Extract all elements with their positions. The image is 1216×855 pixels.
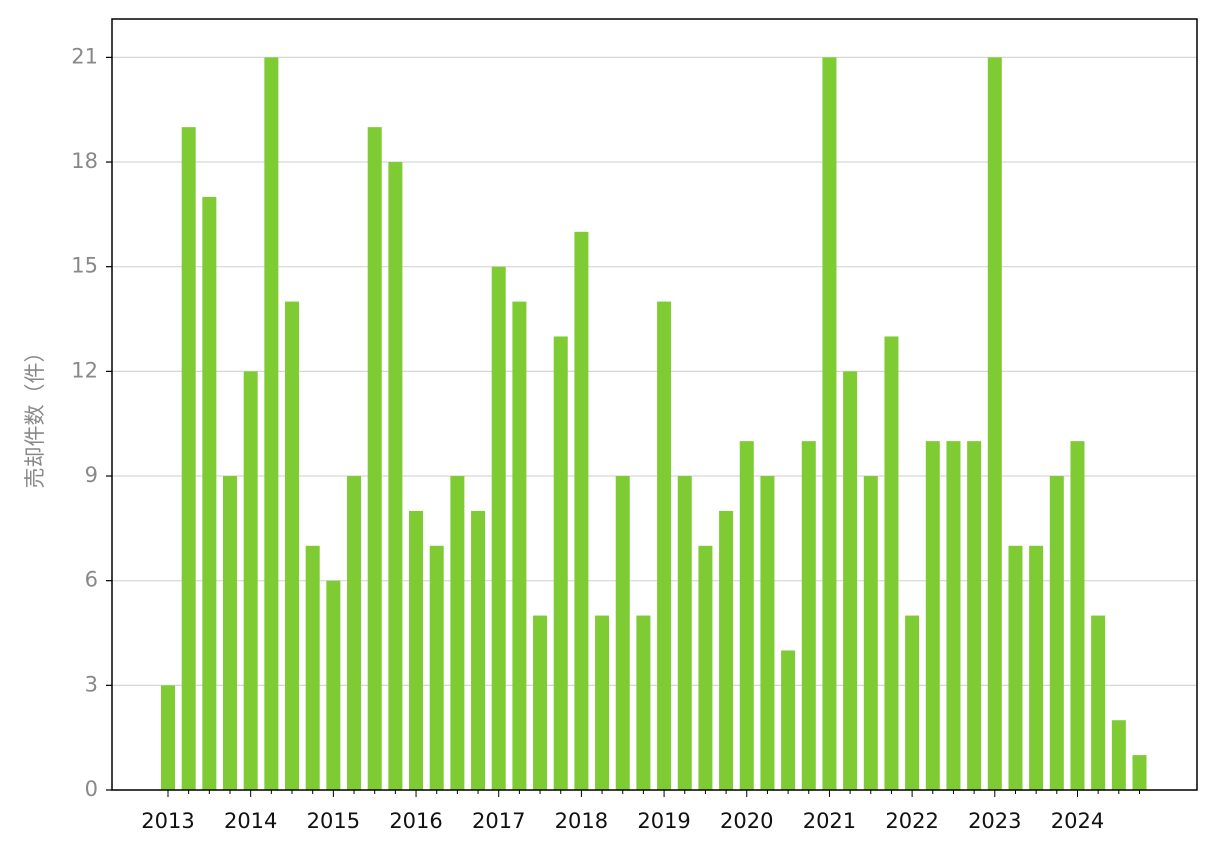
y-tick-label: 12 [71,358,98,382]
bar [1091,615,1106,790]
bar [1049,476,1064,790]
y-axis-label: 売却件数（件） [23,342,47,489]
bar [760,476,775,790]
y-tick-label: 3 [85,672,98,696]
bar [450,476,465,790]
y-tick-label: 18 [71,149,98,173]
x-tick-label: 2014 [224,809,277,833]
bar [967,441,982,790]
x-tick-label: 2016 [389,809,442,833]
bar [491,266,506,790]
bar [657,301,672,790]
bar [905,615,920,790]
bar [243,371,258,790]
x-tick-label: 2024 [1051,809,1104,833]
y-tick-label: 9 [85,463,98,487]
y-tick-label: 21 [71,44,98,68]
bar [719,510,734,790]
bar [285,301,300,790]
x-tick-label: 2021 [803,809,856,833]
bar [471,510,486,790]
bar [223,476,238,790]
bar [326,580,341,790]
bar [347,476,362,790]
bar [884,336,899,790]
bar [429,545,444,790]
bar [677,476,692,790]
bar [161,685,175,790]
bar [1132,755,1147,790]
bar [305,545,320,790]
bar [1070,441,1085,790]
bar [367,127,382,791]
bar [264,57,279,791]
x-tick-label: 2022 [885,809,938,833]
bar [553,336,568,790]
bar [595,615,610,790]
bar [781,650,796,790]
bar [1111,720,1126,790]
x-tick-label: 2017 [472,809,525,833]
y-tick-label: 15 [71,254,98,278]
bar [409,510,424,790]
bar [202,196,217,790]
bar [1029,545,1044,790]
x-tick-label: 2020 [720,809,773,833]
bar [574,231,589,791]
bar [388,162,403,790]
bar [533,615,548,790]
bar [801,441,816,790]
bar [1008,545,1023,790]
bar [843,371,858,790]
bar [739,441,754,790]
bar [181,127,196,791]
bar [987,57,1002,791]
x-tick-label: 2023 [968,809,1021,833]
bar [925,441,940,790]
bar [946,441,961,790]
x-tick-label: 2015 [307,809,360,833]
x-tick-label: 2018 [555,809,608,833]
y-tick-label: 6 [85,568,98,592]
bar [615,476,630,790]
bar [863,476,878,790]
bar [636,615,651,790]
plot-frame [111,18,1198,791]
bar [512,301,527,790]
x-tick-label: 2013 [141,809,194,833]
y-tick-label: 0 [85,777,98,801]
bar [822,57,837,791]
bar [698,545,713,790]
x-tick-label: 2019 [637,809,690,833]
